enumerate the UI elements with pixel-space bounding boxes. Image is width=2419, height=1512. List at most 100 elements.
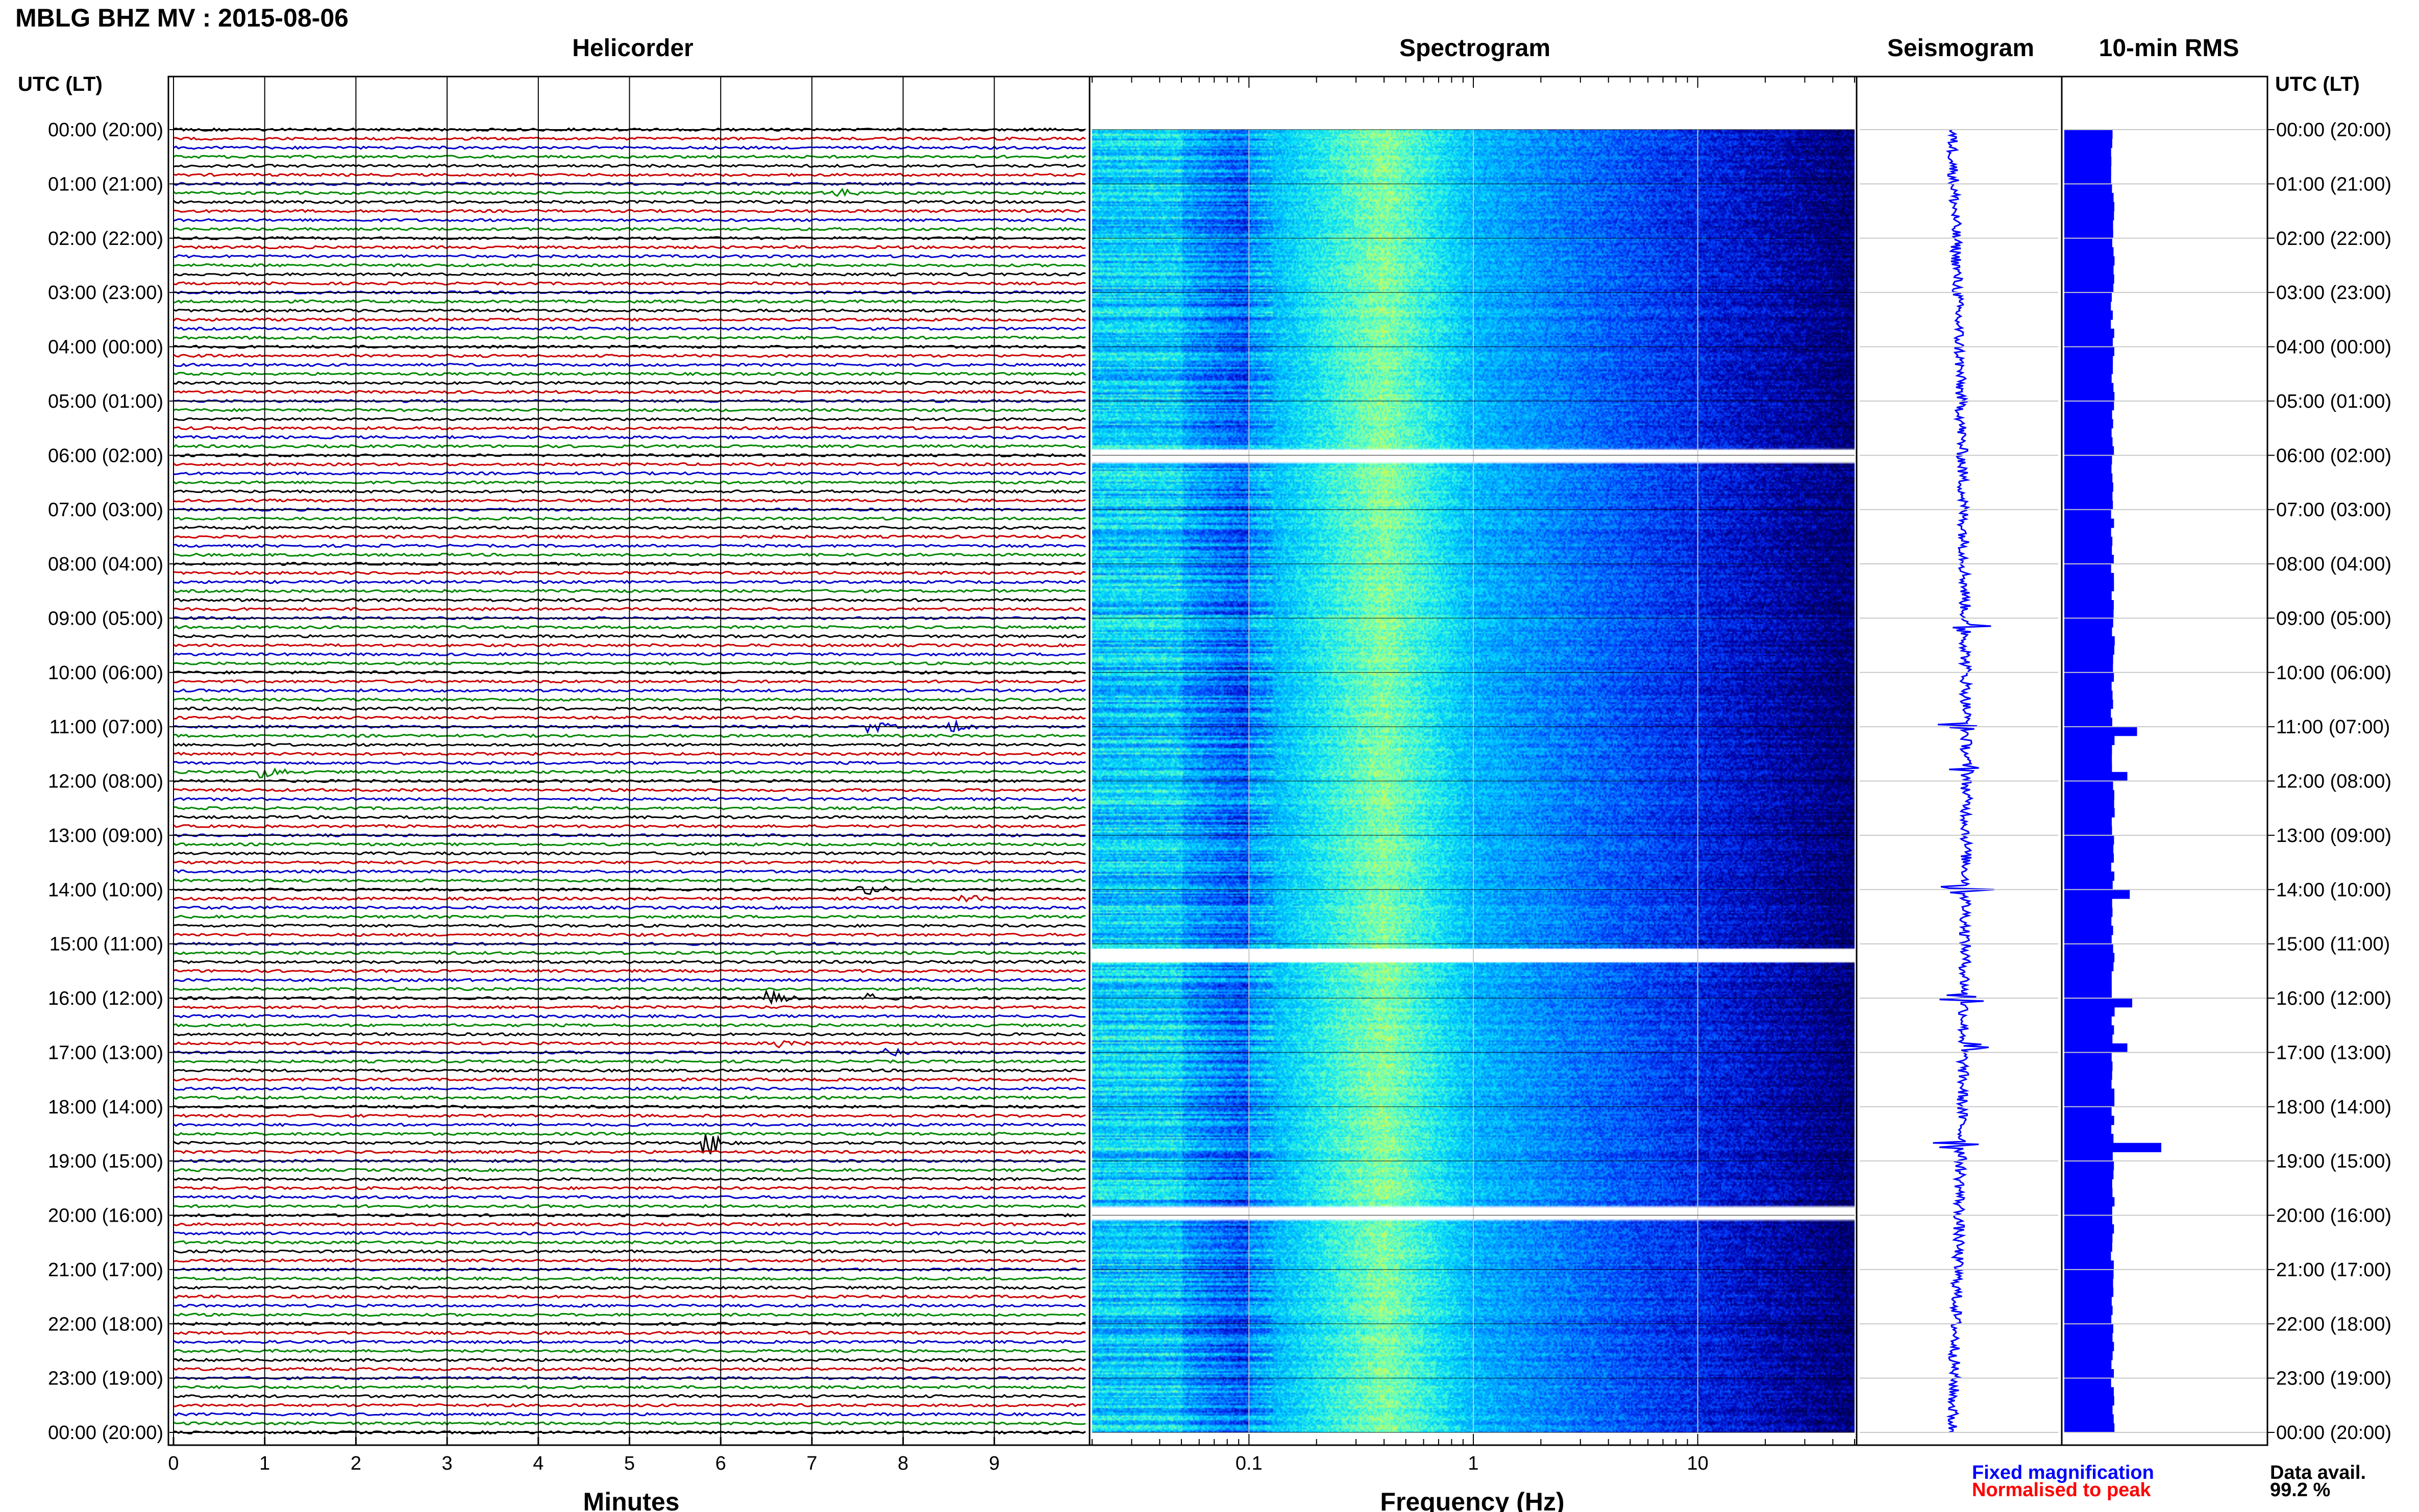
rms-bar bbox=[2064, 247, 2114, 257]
data-availability-label: Data avail. bbox=[2270, 1462, 2366, 1483]
rms-bar bbox=[2064, 1088, 2115, 1098]
rms-bar bbox=[2064, 202, 2115, 212]
rms-bar bbox=[2064, 138, 2112, 148]
helicorder-xtick-label: 4 bbox=[533, 1453, 544, 1474]
rms-bar bbox=[2064, 717, 2112, 727]
helicorder-xlabel: Minutes bbox=[583, 1488, 680, 1512]
rms-bar bbox=[2064, 437, 2113, 447]
time-label-right: 01:00 (21:00) bbox=[2276, 173, 2391, 195]
rms-bar bbox=[2064, 1242, 2112, 1252]
rms-bar bbox=[2064, 1369, 2114, 1379]
rms-bar bbox=[2064, 446, 2114, 456]
time-label-right: 20:00 (16:00) bbox=[2276, 1205, 2391, 1227]
rms-bar bbox=[2064, 1143, 2161, 1152]
rms-bar bbox=[2064, 880, 2113, 890]
figure-frame bbox=[167, 76, 2268, 1446]
rms-bar bbox=[2064, 274, 2114, 284]
time-label-right: 04:00 (00:00) bbox=[2276, 337, 2391, 358]
rms-bar bbox=[2064, 1061, 2113, 1071]
rms-bar bbox=[2064, 1260, 2114, 1270]
rms-bar bbox=[2064, 165, 2111, 176]
rms-bar bbox=[2064, 211, 2114, 220]
rms-bar bbox=[2064, 130, 2113, 139]
rms-bar bbox=[2064, 934, 2112, 945]
time-label-right: 09:00 (05:00) bbox=[2276, 608, 2391, 629]
time-label-right: 22:00 (18:00) bbox=[2276, 1313, 2391, 1335]
rms-bar bbox=[2064, 871, 2114, 881]
rms-bar bbox=[2064, 862, 2111, 872]
rms-bar bbox=[2064, 1342, 2114, 1351]
time-label-right: 07:00 (03:00) bbox=[2276, 500, 2391, 521]
rms-bar bbox=[2064, 844, 2114, 854]
rms-bar bbox=[2064, 745, 2112, 754]
time-label-left: 19:00 (15:00) bbox=[48, 1151, 163, 1172]
rms-bar bbox=[2064, 853, 2114, 863]
helicorder-title: Helicorder bbox=[572, 35, 693, 62]
rms-bar bbox=[2064, 962, 2114, 972]
helicorder-xtick-label: 2 bbox=[351, 1453, 361, 1474]
spectrogram-title: Spectrogram bbox=[1399, 35, 1550, 62]
time-label-left: 03:00 (23:00) bbox=[48, 282, 163, 304]
rms-bar bbox=[2064, 1007, 2115, 1017]
rms-bar bbox=[2064, 1170, 2114, 1180]
rms-bar bbox=[2064, 265, 2114, 275]
time-label-right: 18:00 (14:00) bbox=[2276, 1097, 2391, 1118]
rms-bar bbox=[2064, 1188, 2113, 1198]
rms-bar bbox=[2064, 1025, 2114, 1035]
rms-bar bbox=[2064, 663, 2113, 673]
time-label-right: 12:00 (08:00) bbox=[2276, 771, 2391, 792]
rms-bar bbox=[2064, 998, 2132, 1008]
rms-bar bbox=[2064, 699, 2113, 709]
rms-bar bbox=[2064, 953, 2115, 962]
time-label-right: 13:00 (09:00) bbox=[2276, 825, 2391, 847]
rms-bar bbox=[2064, 1161, 2114, 1171]
rms-bar bbox=[2064, 364, 2113, 375]
rms-bar bbox=[2064, 184, 2112, 193]
rms-bar bbox=[2064, 509, 2111, 519]
time-label-left: 10:00 (06:00) bbox=[48, 662, 163, 684]
rms-bar bbox=[2064, 1387, 2114, 1397]
rms-bar bbox=[2064, 1079, 2112, 1089]
time-label-left: 18:00 (14:00) bbox=[48, 1097, 163, 1118]
rms-bar bbox=[2064, 1305, 2113, 1316]
time-label-left: 17:00 (13:00) bbox=[48, 1042, 163, 1063]
rms-bar bbox=[2064, 1378, 2111, 1387]
rms-bar bbox=[2064, 627, 2112, 637]
rms-bar bbox=[2064, 329, 2114, 338]
spectrogram-xtick-label: 1 bbox=[1468, 1453, 1478, 1474]
rms-bar bbox=[2064, 356, 2113, 365]
rms-bar bbox=[2064, 1297, 2112, 1306]
rms-bar bbox=[2064, 781, 2113, 790]
rms-bar bbox=[2064, 346, 2114, 356]
rms-bar bbox=[2064, 310, 2113, 320]
rms-bar bbox=[2064, 582, 2114, 591]
time-label-left: 06:00 (02:00) bbox=[48, 445, 163, 466]
rms-bar bbox=[2064, 428, 2112, 438]
rms-bar bbox=[2064, 609, 2114, 618]
rms-bar bbox=[2064, 989, 2112, 999]
time-label-left: 08:00 (04:00) bbox=[48, 554, 163, 575]
rms-bar bbox=[2064, 898, 2112, 908]
time-label-right: 06:00 (02:00) bbox=[2276, 445, 2391, 466]
rms-bar bbox=[2064, 555, 2114, 564]
rms-bar bbox=[2064, 500, 2113, 510]
rms-bar bbox=[2064, 980, 2112, 989]
time-label-right: 02:00 (22:00) bbox=[2276, 228, 2391, 250]
rms-bar bbox=[2064, 1152, 2113, 1161]
rms-bar bbox=[2064, 1215, 2112, 1225]
time-label-left: 00:00 (20:00) bbox=[48, 1422, 163, 1444]
rms-bar bbox=[2064, 193, 2114, 203]
helicorder-xtick-label: 8 bbox=[898, 1453, 908, 1474]
rms-bar bbox=[2064, 916, 2112, 926]
rms-bar bbox=[2064, 410, 2112, 419]
rms-bar bbox=[2064, 1360, 2112, 1370]
rms-bar bbox=[2064, 1016, 2112, 1026]
rms-bar bbox=[2064, 1287, 2114, 1297]
time-label-left: 21:00 (17:00) bbox=[48, 1259, 163, 1281]
rms-bar bbox=[2064, 1034, 2113, 1044]
rms-bar bbox=[2064, 1224, 2114, 1234]
rms-bar bbox=[2064, 672, 2114, 682]
time-label-right: 10:00 (06:00) bbox=[2276, 662, 2391, 684]
time-label-right: 14:00 (10:00) bbox=[2276, 879, 2391, 901]
